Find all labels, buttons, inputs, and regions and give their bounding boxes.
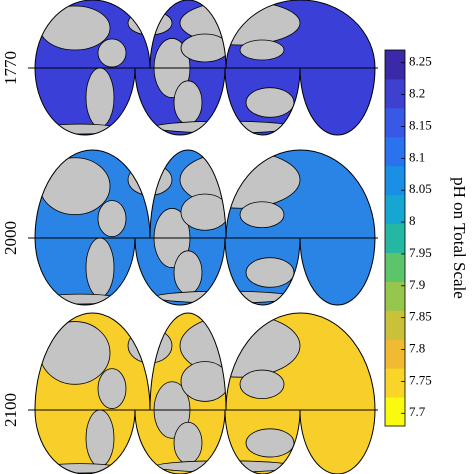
colorbar-band — [385, 165, 405, 196]
land — [173, 250, 203, 295]
land — [97, 368, 127, 409]
year-label: 2000 — [1, 221, 20, 255]
map-panel — [28, 312, 378, 474]
land — [39, 157, 111, 216]
land — [39, 5, 111, 51]
map-body — [35, 150, 375, 305]
colorbar-tick-label: 8.15 — [409, 117, 432, 132]
land — [239, 39, 285, 61]
land — [154, 290, 296, 304]
year-label: 1770 — [1, 51, 20, 85]
land — [39, 123, 121, 135]
colorbar-band — [385, 223, 405, 253]
colorbar-tick-label: 8.25 — [409, 54, 432, 69]
map-body — [35, 313, 375, 474]
colorbar-band — [385, 281, 405, 311]
map-panel — [28, 0, 378, 136]
land — [245, 257, 295, 288]
land — [127, 163, 173, 196]
colorbar-tick-label: 8.1 — [409, 149, 425, 164]
colorbar-tick-label: 8.2 — [409, 86, 425, 101]
land — [239, 201, 285, 229]
colorbar-band — [385, 78, 405, 109]
land — [239, 369, 285, 399]
colorbar-band — [385, 397, 405, 427]
year-label: 2100 — [1, 393, 20, 427]
land — [97, 200, 127, 238]
colorbar-tick-label: 7.9 — [409, 277, 425, 292]
colorbar-band — [385, 136, 405, 167]
colorbar-band — [385, 339, 405, 369]
colorbar-tick-label: 8 — [409, 213, 416, 228]
colorbar-band — [385, 310, 405, 340]
land — [85, 67, 115, 128]
lobe-outline — [34, 149, 376, 306]
colorbar-tick-label: 7.7 — [409, 404, 426, 419]
colorbar-band — [385, 252, 405, 282]
land — [85, 409, 115, 467]
land — [39, 463, 121, 474]
colorbar-tick-label: 7.75 — [409, 372, 432, 387]
colorbar-label: pH on Total Scale — [450, 177, 469, 299]
land — [173, 80, 203, 125]
land — [245, 428, 295, 458]
lobe-outline — [34, 0, 376, 136]
land — [127, 328, 173, 364]
map-panel — [28, 149, 378, 306]
land — [173, 421, 203, 465]
land — [39, 321, 111, 385]
colorbar-band — [385, 50, 405, 80]
colorbar-tick-label: 8.05 — [409, 181, 432, 196]
land — [245, 87, 295, 118]
colorbar-tick-label: 7.85 — [409, 309, 432, 324]
land — [154, 460, 296, 473]
colorbar-band — [385, 194, 405, 225]
land — [85, 237, 115, 298]
colorbar-frame — [384, 49, 406, 427]
land — [97, 38, 127, 68]
land — [39, 293, 121, 305]
land — [127, 10, 173, 36]
colorbar-band — [385, 368, 405, 398]
colorbar-band — [385, 107, 405, 138]
land — [154, 120, 296, 134]
colorbar-tick-label: 7.95 — [409, 245, 432, 260]
colorbar-tick-label: 7.8 — [409, 341, 425, 356]
